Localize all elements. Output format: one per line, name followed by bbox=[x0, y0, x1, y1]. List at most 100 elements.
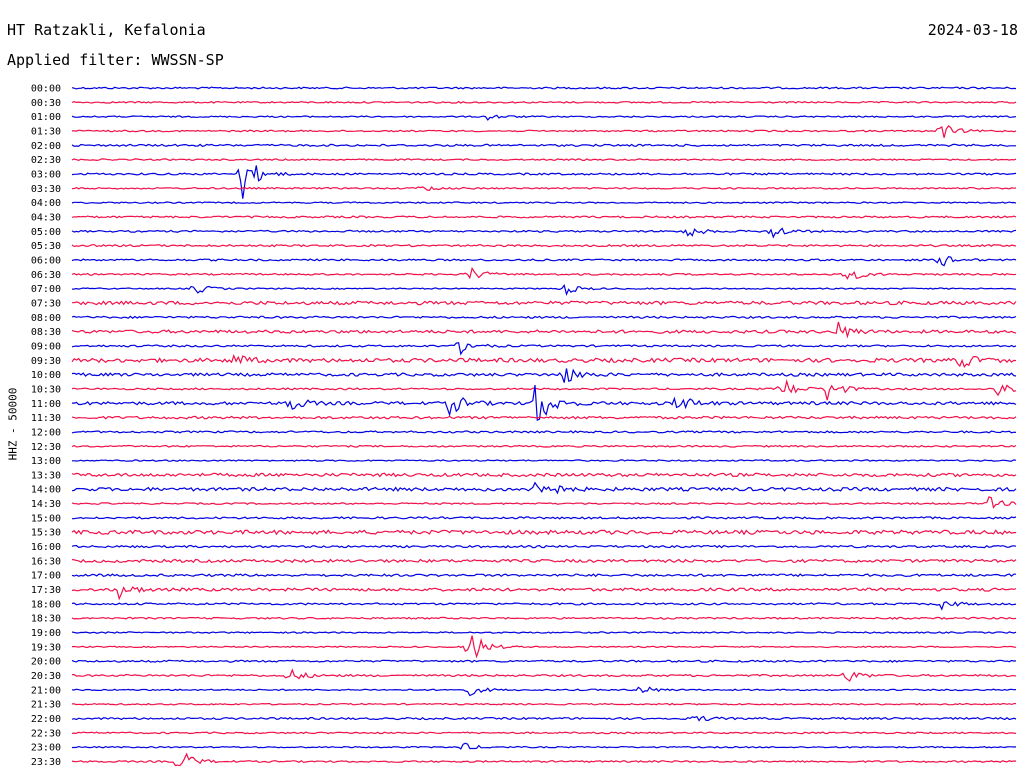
time-label: 11:00 bbox=[31, 399, 61, 410]
trace-line bbox=[71, 659, 1017, 663]
time-label: 01:30 bbox=[31, 126, 61, 137]
time-label: 08:30 bbox=[31, 327, 61, 338]
time-label: 00:30 bbox=[31, 98, 61, 109]
filter-label: Applied filter: WWSSN-SP bbox=[7, 51, 224, 69]
time-label: 22:00 bbox=[31, 714, 61, 725]
time-label: 13:30 bbox=[31, 470, 61, 481]
time-label: 09:30 bbox=[31, 356, 61, 367]
time-label: 11:30 bbox=[31, 413, 61, 424]
trace-line bbox=[71, 315, 1017, 319]
trace-line bbox=[71, 215, 1017, 219]
trace-line bbox=[71, 256, 1017, 267]
time-label: 23:30 bbox=[31, 757, 61, 768]
trace-line bbox=[72, 385, 1017, 421]
trace-line bbox=[71, 284, 1017, 296]
trace-line bbox=[71, 186, 1017, 191]
trace-line bbox=[71, 143, 1016, 148]
time-label: 04:30 bbox=[31, 212, 61, 223]
time-label: 08:00 bbox=[31, 313, 61, 324]
trace-line bbox=[71, 529, 1016, 536]
trace-line bbox=[71, 558, 1017, 564]
time-label: 05:30 bbox=[31, 241, 61, 252]
time-label: 04:00 bbox=[31, 198, 61, 209]
time-label: 22:30 bbox=[31, 728, 61, 739]
trace-line bbox=[72, 742, 1017, 750]
time-label: 14:30 bbox=[31, 499, 61, 510]
time-label: 21:00 bbox=[31, 685, 61, 696]
time-label: 23:00 bbox=[31, 743, 61, 754]
time-label: 17:30 bbox=[31, 585, 61, 596]
time-label: 10:00 bbox=[31, 370, 61, 381]
time-label: 16:00 bbox=[31, 542, 61, 553]
trace-line bbox=[71, 731, 1017, 735]
trace-line bbox=[71, 227, 1017, 239]
trace-line bbox=[71, 481, 1017, 495]
trace-line bbox=[71, 201, 1017, 204]
time-label: 18:00 bbox=[31, 599, 61, 610]
trace-line bbox=[71, 415, 1017, 420]
trace-line bbox=[71, 243, 1017, 248]
trace-line bbox=[72, 125, 1017, 138]
time-label: 07:00 bbox=[31, 284, 61, 295]
trace-line bbox=[71, 165, 1017, 199]
time-label: 10:30 bbox=[31, 384, 61, 395]
time-label: 15:30 bbox=[31, 528, 61, 539]
trace-line bbox=[72, 300, 1017, 306]
time-label: 13:00 bbox=[31, 456, 61, 467]
time-label: 20:30 bbox=[31, 671, 61, 682]
trace-line bbox=[71, 114, 1017, 121]
time-label: 14:00 bbox=[31, 485, 61, 496]
trace-line bbox=[71, 635, 1017, 659]
time-label: 07:30 bbox=[31, 298, 61, 309]
time-label: 16:30 bbox=[31, 556, 61, 567]
time-label: 03:00 bbox=[31, 169, 61, 180]
time-label: 17:00 bbox=[31, 571, 61, 582]
time-label: 21:30 bbox=[31, 700, 61, 711]
time-label: 18:30 bbox=[31, 614, 61, 625]
trace-line bbox=[71, 158, 1017, 162]
trace-line bbox=[72, 702, 1017, 706]
trace-line bbox=[71, 353, 1017, 369]
trace-line bbox=[71, 86, 1017, 90]
time-label: 06:00 bbox=[31, 255, 61, 266]
trace-line bbox=[71, 601, 1017, 611]
trace-line bbox=[72, 459, 1017, 462]
trace-line bbox=[71, 342, 1017, 356]
time-label: 20:00 bbox=[31, 657, 61, 668]
trace-line bbox=[71, 444, 1017, 448]
time-label: 05:00 bbox=[31, 227, 61, 238]
trace-line bbox=[72, 668, 1017, 682]
time-label: 02:30 bbox=[31, 155, 61, 166]
time-label: 19:00 bbox=[31, 628, 61, 639]
trace-line bbox=[71, 715, 1017, 722]
trace-line bbox=[71, 266, 1017, 280]
trace-line bbox=[71, 616, 1017, 620]
time-label: 02:00 bbox=[31, 141, 61, 152]
station-title: HT Ratzakli, Kefalonia bbox=[7, 21, 206, 39]
trace-line bbox=[71, 752, 1017, 767]
trace-line bbox=[72, 516, 1017, 520]
trace-line bbox=[71, 368, 1017, 383]
trace-line bbox=[71, 686, 1017, 697]
trace-line bbox=[71, 573, 1016, 578]
time-label: 12:30 bbox=[31, 442, 61, 453]
time-label: 12:00 bbox=[31, 427, 61, 438]
time-label: 03:30 bbox=[31, 184, 61, 195]
trace-line bbox=[71, 472, 1017, 478]
trace-line bbox=[71, 496, 1017, 509]
trace-line bbox=[71, 100, 1017, 104]
trace-line bbox=[71, 378, 1017, 401]
time-label: 15:00 bbox=[31, 513, 61, 524]
time-label: 06:30 bbox=[31, 270, 61, 281]
time-label: 19:30 bbox=[31, 642, 61, 653]
time-label: 00:00 bbox=[31, 84, 61, 95]
time-label: 01:00 bbox=[31, 112, 61, 123]
trace-line bbox=[71, 321, 1017, 339]
trace-line bbox=[71, 631, 1017, 634]
trace-line bbox=[71, 586, 1017, 601]
trace-line bbox=[71, 430, 1017, 434]
date-label: 2024-03-18 bbox=[927, 21, 1018, 39]
trace-line bbox=[71, 544, 1017, 549]
time-label: 09:00 bbox=[31, 341, 61, 352]
